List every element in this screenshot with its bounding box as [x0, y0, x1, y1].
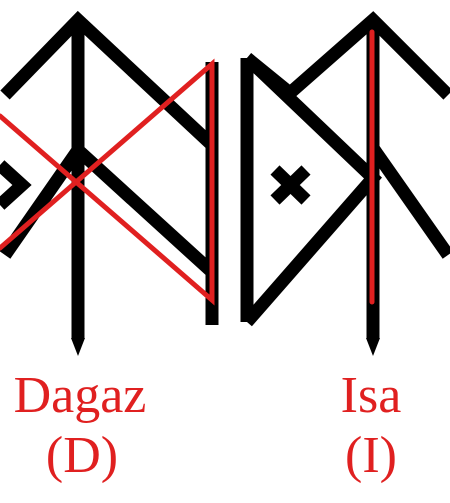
isa-label: Isa [341, 367, 402, 424]
dagaz-letter: (D) [46, 427, 118, 484]
dagaz-label: Dagaz [14, 367, 147, 424]
dagaz-staff-point [71, 338, 85, 356]
dagaz-bindrune-black [0, 10, 219, 356]
isa-bindrune-black [240, 11, 450, 356]
dagaz-highlight-shape [0, 58, 215, 306]
isa-letter: (I) [345, 427, 397, 484]
dagaz-panel: Dagaz (D) [0, 10, 219, 484]
isa-staff-point [366, 338, 380, 356]
isa-panel: Isa (I) [240, 11, 450, 484]
